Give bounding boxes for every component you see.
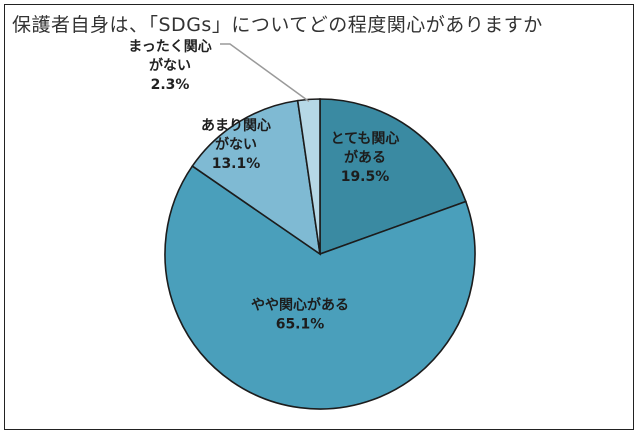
- slice-value-label-1: 19.5%: [341, 169, 390, 185]
- pie-slice-4: [296, 98, 321, 255]
- slice-value-label-4: 2.3%: [151, 77, 190, 93]
- slice-category-label-1: がある: [344, 149, 386, 166]
- leader-line: [220, 43, 310, 103]
- pie-slices: [164, 98, 476, 410]
- slice-category-label-2: やや関心がある: [251, 297, 349, 314]
- slice-value-label-2: 65.1%: [276, 317, 325, 333]
- chart-title: 保護者自身は、「SDGs」についてどの程度関心がありますか: [12, 14, 543, 36]
- slice-value-label-3: 13.1%: [212, 156, 261, 172]
- slice-labels: とても関心がある19.5%やや関心がある65.1%あまり関心がない13.1%まっ…: [128, 39, 399, 333]
- pie-slice-3: [191, 99, 322, 256]
- slice-category-label-4: がない: [149, 57, 191, 74]
- leader-lines: [220, 43, 310, 103]
- slice-category-label-1: とても関心: [331, 131, 400, 147]
- slice-category-label-3: がない: [215, 136, 257, 153]
- pie-slice-1: [319, 98, 467, 256]
- slice-category-label-4: まったく関心: [128, 39, 211, 55]
- slice-category-label-3: あまり関心: [201, 118, 271, 134]
- pie-slice-2: [164, 164, 476, 410]
